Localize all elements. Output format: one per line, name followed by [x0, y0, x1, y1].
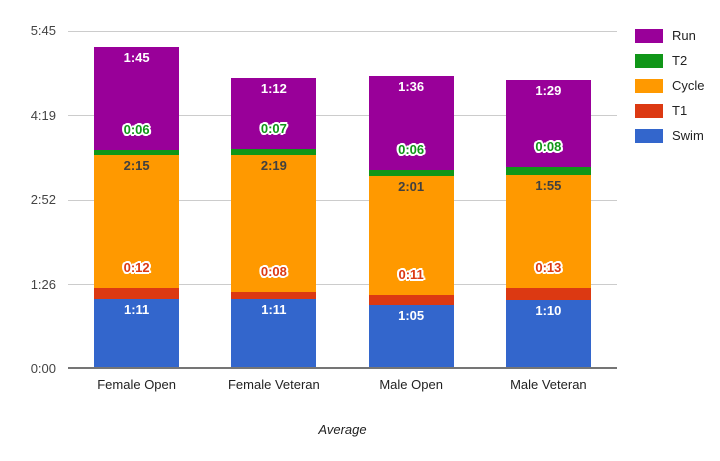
x-axis-title: Average	[318, 422, 367, 437]
legend-label: Cycle	[672, 78, 705, 93]
y-tick-label: 0:00	[30, 361, 56, 376]
legend-item-cycle[interactable]: Cycle	[635, 79, 705, 93]
bar-segment-t2-female-veteran[interactable]	[231, 148, 317, 156]
bar-segment-t2-male-veteran[interactable]	[505, 167, 591, 175]
segment-label-swim: 1:11	[261, 302, 287, 318]
bar-segment-swim-male-open[interactable]	[368, 305, 454, 369]
bar-segment-t2-male-open[interactable]	[368, 170, 454, 176]
legend-swatch-t1	[635, 104, 663, 118]
bar-segment-swim-female-veteran[interactable]	[231, 299, 317, 369]
bar-segment-swim-male-veteran[interactable]	[505, 300, 591, 369]
bar-segment-cycle-male-veteran[interactable]	[505, 175, 591, 288]
segment-label-run: 1:29	[535, 82, 562, 98]
legend-item-run[interactable]: Run	[635, 29, 705, 43]
bar-segment-t2-female-open[interactable]	[94, 149, 180, 156]
segment-label-run: 1:12	[260, 81, 287, 97]
plot-area: 1:11 0:12 2:15 0:06 1:45 1:11 0:08 2:19 0:07 1:12…	[68, 30, 617, 369]
bar-segment-cycle-female-veteran[interactable]	[231, 155, 317, 292]
segment-label-swim: 1:10	[535, 303, 562, 319]
bar-segment-t1-female-veteran[interactable]	[231, 291, 317, 300]
category-label-female-open: Female Open	[97, 377, 176, 392]
segment-label-swim: 1:05	[398, 308, 425, 324]
segment-label-run: 1:36	[398, 79, 425, 95]
segment-label-t1: 0:13	[535, 259, 562, 275]
bar-segment-t1-female-open[interactable]	[94, 287, 180, 300]
segment-label-t2: 0:06	[398, 142, 425, 158]
x-axis-baseline	[68, 367, 617, 369]
legend-label: T2	[672, 53, 688, 68]
legend-item-t1[interactable]: T1	[635, 104, 705, 118]
gridline	[68, 30, 617, 32]
bar-segment-swim-female-open[interactable]	[94, 299, 180, 369]
segment-label-t1: 0:08	[260, 263, 287, 279]
segment-label-cycle: 2:15	[123, 158, 150, 174]
legend: Run T2 Cycle T1 Swim	[635, 29, 705, 154]
bar-segment-t1-male-veteran[interactable]	[505, 287, 591, 301]
bar-segment-cycle-female-open[interactable]	[94, 155, 180, 288]
legend-label: T1	[672, 103, 688, 118]
legend-label: Swim	[672, 128, 704, 143]
y-tick-label: 1:26	[30, 276, 56, 292]
category-label-female-veteran: Female Veteran	[227, 377, 320, 392]
bar-segment-t1-male-open[interactable]	[368, 294, 454, 306]
segment-label-cycle: 2:19	[260, 158, 287, 174]
segment-label-swim: 1:11	[123, 302, 150, 318]
bar-segment-run-female-veteran[interactable]	[231, 78, 317, 149]
legend-item-t2[interactable]: T2	[635, 54, 705, 68]
gridline	[68, 199, 617, 201]
bar-segment-run-male-open[interactable]	[368, 76, 454, 171]
legend-swatch-run	[635, 29, 663, 43]
category-label-male-veteran: Male Veteran	[510, 377, 587, 392]
segment-label-cycle: 1:55	[535, 178, 562, 194]
gridline	[68, 284, 617, 285]
gridline	[68, 115, 617, 116]
segment-label-t2: 0:07	[260, 120, 287, 136]
legend-label: Run	[672, 28, 696, 43]
bar-segment-run-male-veteran[interactable]	[505, 79, 591, 168]
bar-segment-cycle-male-open[interactable]	[368, 175, 454, 295]
legend-swatch-t2	[635, 54, 663, 68]
segment-label-run: 1:45	[123, 49, 150, 65]
segment-label-t2: 0:08	[535, 139, 562, 155]
legend-item-swim[interactable]: Swim	[635, 129, 705, 143]
segment-label-t2: 0:06	[123, 121, 150, 137]
segment-label-cycle: 2:01	[398, 178, 425, 194]
bar-segment-run-female-open[interactable]	[94, 46, 180, 150]
y-tick-label: 4:19	[30, 107, 56, 123]
segment-label-t1: 0:11	[398, 266, 424, 282]
legend-swatch-cycle	[635, 79, 663, 93]
legend-swatch-swim	[635, 129, 663, 143]
segment-label-t1: 0:12	[123, 259, 150, 275]
category-label-male-open: Male Open	[379, 377, 443, 392]
y-tick-label: 2:52	[30, 192, 56, 207]
y-tick-label: 5:45	[30, 23, 56, 38]
